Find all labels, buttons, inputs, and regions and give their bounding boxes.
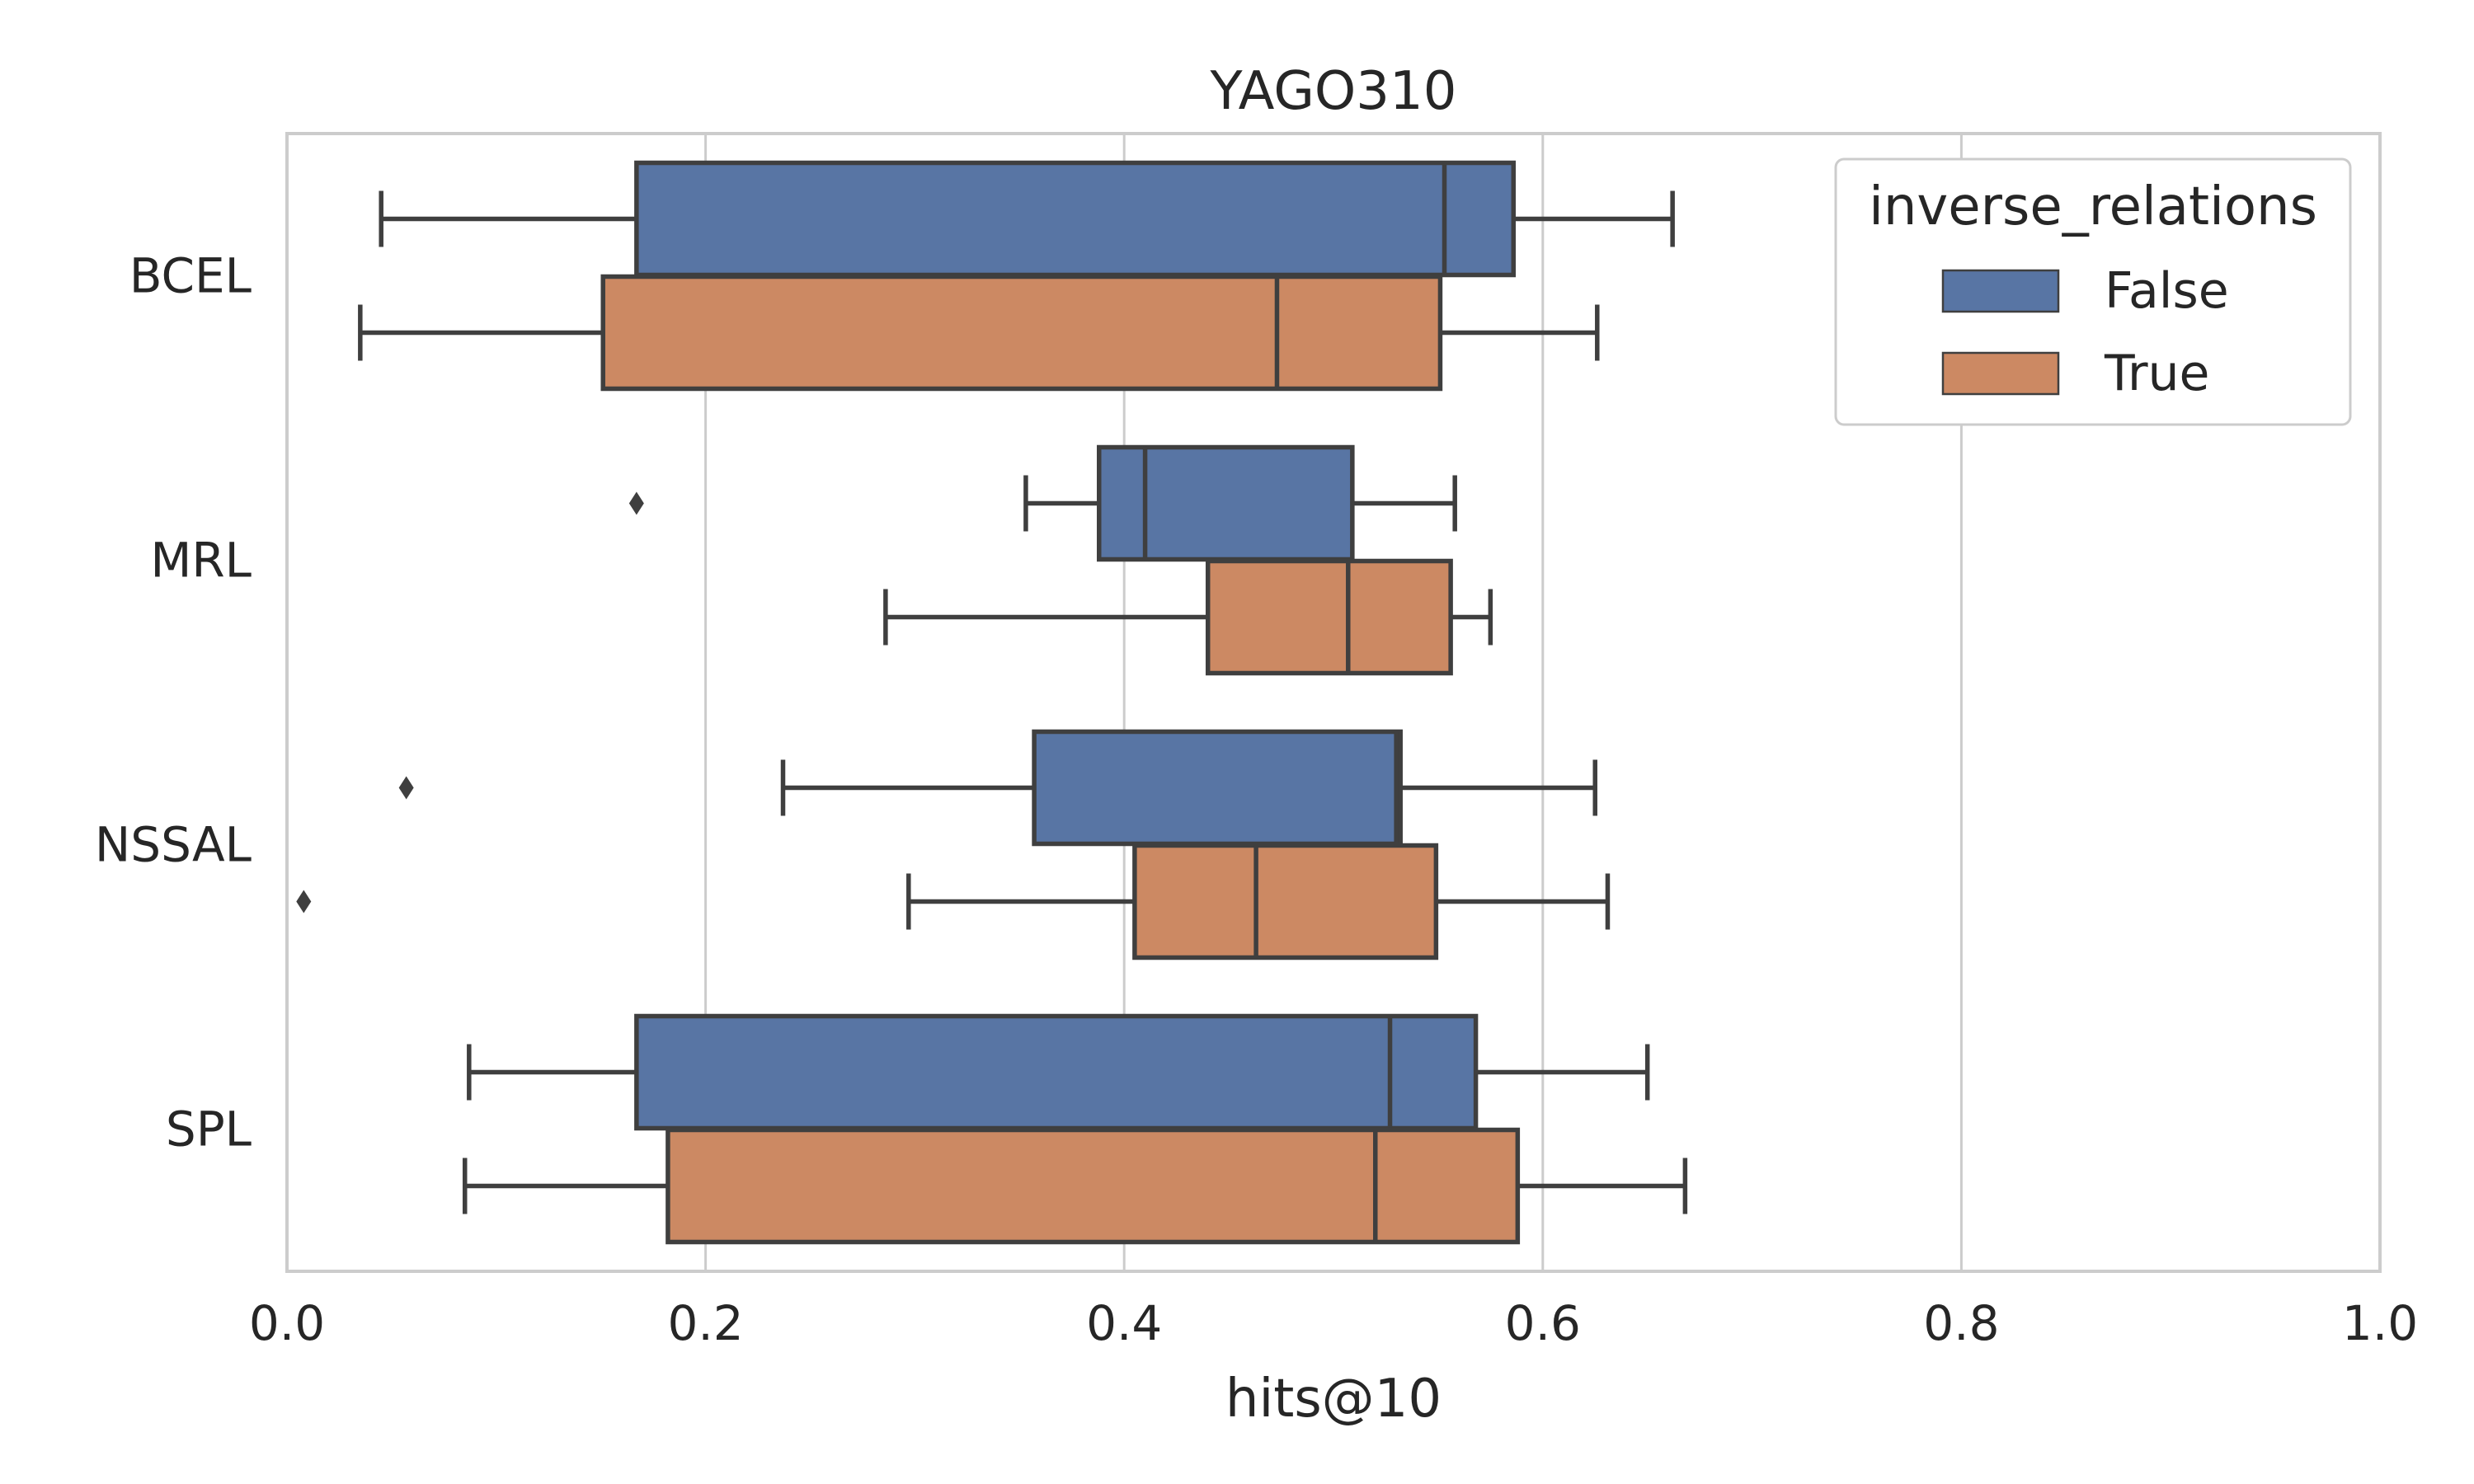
box-iqr	[634, 160, 1517, 278]
category-label: BCEL	[129, 248, 252, 304]
box-nssal-true	[296, 843, 1611, 960]
plot-frame	[285, 132, 2382, 1273]
box-spl-false	[467, 1013, 1650, 1131]
box-iqr	[1132, 843, 1439, 960]
legend-swatch-true	[1941, 351, 2060, 396]
x-tick-label: 0.0	[249, 1295, 325, 1351]
outlier-point	[296, 890, 312, 913]
legend-label-false: False	[2105, 262, 2229, 320]
x-tick-label: 0.8	[1923, 1295, 1999, 1351]
legend-title: inverse_relations	[1869, 176, 2317, 237]
chart-title: YAGO310	[1210, 61, 1457, 122]
box-iqr	[634, 1013, 1479, 1131]
legend: inverse_relations False True	[1834, 157, 2352, 426]
legend-swatch-false	[1941, 269, 2060, 313]
box-layer	[296, 160, 1688, 1245]
category-label: MRL	[150, 533, 252, 589]
legend-label-true: True	[2104, 345, 2209, 402]
box-iqr	[1205, 558, 1453, 676]
box-iqr	[1096, 444, 1355, 562]
x-tick-label: 0.2	[667, 1295, 743, 1351]
x-axis-title: hits@10	[1225, 1369, 1442, 1430]
category-labels: BCEL MRL NSSAL SPL	[95, 248, 252, 1158]
box-iqr	[666, 1127, 1521, 1245]
outlier-point	[628, 491, 644, 515]
category-label: NSSAL	[95, 817, 252, 873]
category-label: SPL	[166, 1101, 252, 1158]
box-iqr	[600, 274, 1443, 392]
x-tick-label: 0.6	[1505, 1295, 1581, 1351]
outlier-point	[398, 776, 414, 800]
x-tick-labels: 0.0 0.2 0.4 0.6 0.8 1.0	[249, 1295, 2418, 1351]
box-bcel-false	[379, 160, 1675, 278]
x-tick-label: 1.0	[2342, 1295, 2418, 1351]
box-nssal-false	[398, 729, 1597, 847]
box-mrl-false	[628, 444, 1457, 562]
x-tick-label: 0.4	[1086, 1295, 1162, 1351]
box-iqr	[1032, 729, 1403, 847]
box-mrl-true	[883, 558, 1493, 676]
box-bcel-true	[358, 274, 1600, 392]
box-spl-true	[462, 1127, 1688, 1245]
